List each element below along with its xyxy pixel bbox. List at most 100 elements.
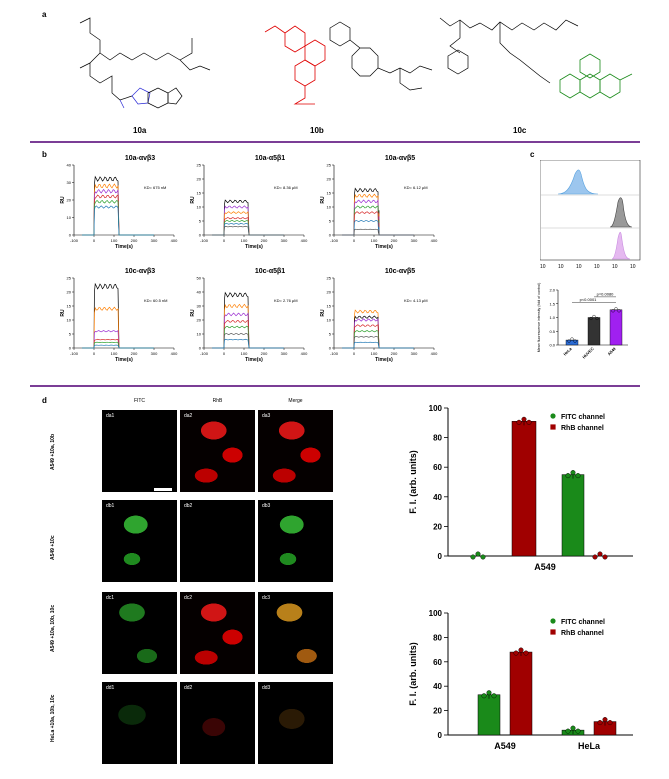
y-tick-label: 15 [327, 191, 332, 196]
fi-data-point [565, 728, 571, 734]
x-tick-label: 0 [353, 351, 356, 356]
microscopy-column-header: Merge [288, 398, 303, 404]
sensorgram-curve [212, 220, 284, 236]
fi-data-point [470, 554, 476, 560]
sensorgram-5: 10c-αvβ5 KD= 4.13 μM 0 5 10 15 20 25 -100 0 100 200… [320, 268, 438, 368]
sensorgram-title: 10a-αvβ5 [384, 155, 416, 162]
sensorgram-curve [212, 291, 284, 349]
sensorgram-curve [82, 199, 154, 236]
mfi-y-tick: 0.5 [549, 329, 555, 334]
y-axis-label: RU [190, 309, 196, 317]
sensorgram-curve [342, 220, 414, 236]
fi-bar [511, 421, 537, 557]
sensorgram-3: 10c-αvβ3 KD= 60.5 nM 0 5 10 15 20 25 -100 0 100 200… [60, 268, 178, 368]
mfi-category-label: HUVEC [581, 346, 595, 360]
microscopy-image-tag: da1 [106, 413, 115, 419]
svg-text:10: 10 [594, 264, 600, 270]
microscopy-image: da1 [102, 410, 177, 492]
svg-text:10: 10 [576, 264, 582, 270]
legend-marker [550, 413, 556, 419]
mfi-point [614, 307, 618, 311]
fi-x-label: A549 [534, 562, 556, 572]
y-tick-label: 10 [67, 215, 72, 220]
microscopy-image-tag: db3 [262, 503, 271, 509]
y-tick-label: 50 [197, 276, 202, 281]
microscopy-image-tag: dc3 [262, 595, 271, 601]
y-tick-label: 0 [329, 233, 332, 238]
sensorgram-curve [342, 193, 414, 236]
microscopy-image: dd2 [180, 682, 255, 764]
mfi-y-tick: 2.0 [549, 288, 555, 293]
y-tick-label: 5 [329, 332, 332, 337]
fi-data-point [602, 554, 608, 560]
x-tick-label: 100 [111, 351, 118, 356]
sensorgram-curve [212, 333, 284, 349]
fi-data-point [592, 554, 598, 560]
microscopy-row-label: A549 +10c [50, 535, 56, 560]
y-tick-label: 20 [327, 177, 332, 182]
y-tick-label: 20 [327, 290, 332, 295]
sensorgram-curve [212, 205, 284, 236]
fi-y-tick: 80 [433, 434, 442, 443]
microscopy-image-tag: da2 [184, 413, 193, 419]
x-tick-label: 0 [93, 351, 96, 356]
sensorgram-curve [342, 330, 414, 349]
fi-data-point [521, 416, 527, 422]
x-tick-label: 100 [241, 238, 248, 243]
x-tick-label: 100 [111, 238, 118, 243]
huvec-histogram [609, 197, 633, 228]
microscopy-image-tag: dc1 [106, 595, 115, 601]
x-tick-label: 300 [281, 238, 288, 243]
sensorgram-curve [82, 329, 154, 349]
svg-text:10: 10 [630, 264, 636, 270]
sensorgram-curve [212, 312, 284, 349]
fi-data-point [513, 650, 519, 656]
mfi-bar [565, 339, 579, 346]
svg-text:10: 10 [612, 264, 618, 270]
mfi-category-label: HeLa [562, 346, 573, 357]
y-tick-label: 10 [327, 318, 332, 323]
legend-label: RhB channel [561, 425, 604, 432]
x-tick-label: -100 [200, 238, 209, 243]
x-tick-label: 100 [371, 351, 378, 356]
fi-x-label: HeLa [578, 741, 601, 751]
sensorgram-curve [342, 309, 414, 349]
microscopy-column-header: FITC [133, 398, 146, 404]
y-tick-label: 20 [67, 290, 72, 295]
y-tick-label: 20 [67, 198, 72, 203]
compound-10b-label: 10b [310, 126, 324, 135]
sensorgram-2: 10a-αvβ5 KD= 6.12 μM 0 5 10 15 20 25 -100 0 100 200… [320, 155, 438, 255]
fi-data-point [607, 720, 613, 726]
legend-label: FITC channel [561, 414, 605, 421]
sensorgram-curve [212, 319, 284, 349]
fi-data-point [523, 650, 529, 656]
y-tick-label: 20 [197, 318, 202, 323]
fi-y-tick: 40 [433, 493, 442, 502]
sensorgram-kd: KD= 60.5 nM [144, 298, 168, 303]
microscopy-image: db1 [102, 500, 177, 582]
x-tick-label: -100 [70, 351, 79, 356]
sensorgram-curve [82, 205, 154, 236]
fi-bar [477, 694, 501, 736]
compound-10a-label: 10a [133, 126, 147, 135]
fi-data-point [602, 717, 608, 723]
fi-bar [509, 651, 533, 736]
sensorgram-curve [342, 335, 414, 349]
fi-y-tick: 20 [433, 522, 442, 531]
sensorgram-curve [82, 306, 154, 349]
mfi-point [589, 316, 593, 321]
x-axis-label: Time(s) [245, 357, 263, 363]
a549-histogram [611, 231, 631, 260]
sensorgram-curve [342, 318, 414, 349]
x-tick-label: -100 [330, 351, 339, 356]
sensorgram-curve [342, 228, 414, 236]
x-tick-label: 200 [131, 238, 138, 243]
sensorgram-title: 10a-α5β1 [254, 155, 286, 162]
sensorgram-curve [342, 187, 414, 236]
legend-label: FITC channel [561, 619, 605, 626]
fi-y-tick: 20 [433, 707, 442, 716]
mfi-point [617, 309, 621, 313]
x-axis-label: Time(s) [115, 244, 133, 250]
